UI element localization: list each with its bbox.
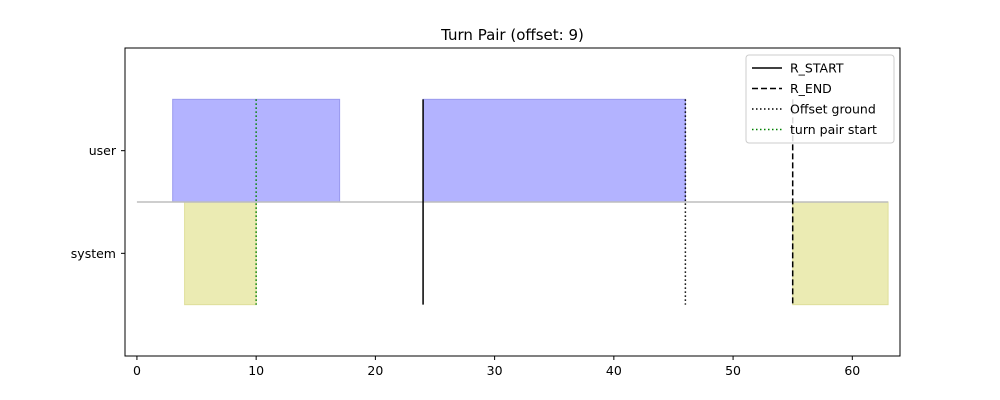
x-tick-label: 0	[133, 363, 141, 378]
segment-user	[172, 98, 341, 203]
x-tick-label: 40	[606, 363, 622, 378]
x-tick-label: 30	[487, 363, 503, 378]
segment-system	[792, 201, 889, 306]
segment-system	[184, 201, 257, 306]
segment-user	[422, 98, 686, 203]
chart-title: Turn Pair (offset: 9)	[440, 26, 584, 44]
legend-label: R_END	[790, 81, 832, 96]
y-tick-label-user: user	[89, 143, 117, 158]
x-tick-label: 10	[248, 363, 264, 378]
x-tick-label: 20	[367, 363, 383, 378]
legend-box	[745, 54, 895, 144]
plot-area	[124, 47, 901, 357]
legend-label: turn pair start	[790, 122, 877, 137]
legend: R_START R_END Offset ground turn pair start	[745, 54, 895, 144]
legend-label: Offset ground	[790, 102, 876, 117]
y-tick-label-system: system	[71, 246, 116, 261]
x-tick-label: 50	[725, 363, 741, 378]
x-tick-label: 60	[844, 363, 860, 378]
x-axis: 0 10 20 30 40 50 60	[133, 356, 860, 378]
legend-label: R_START	[790, 61, 844, 76]
y-axis: user system	[71, 143, 125, 261]
plot-frame	[124, 47, 901, 357]
